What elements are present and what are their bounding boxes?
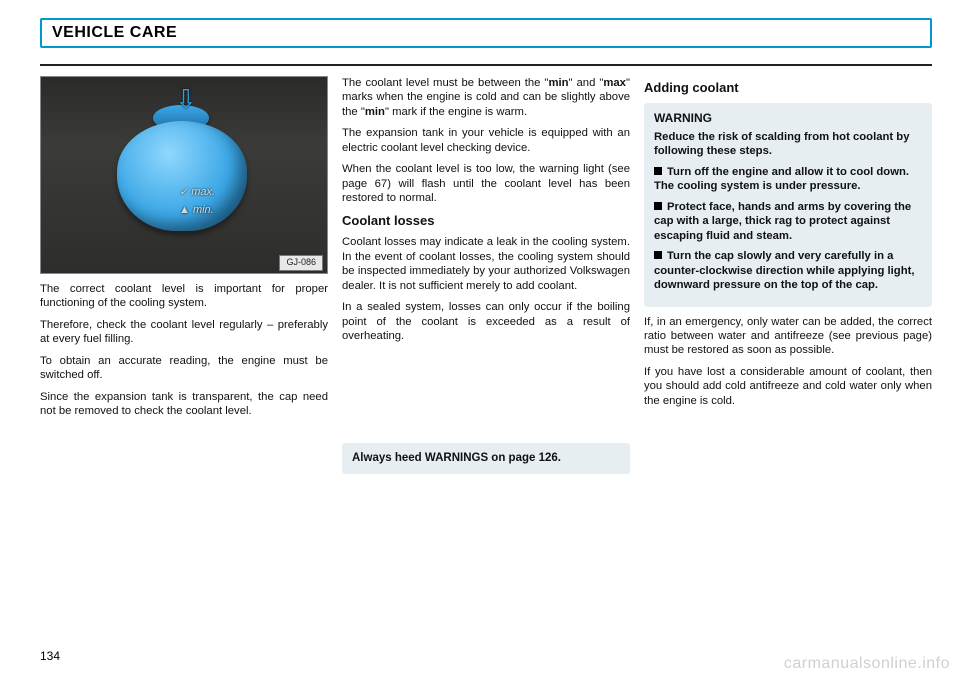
figure-code: GJ-086 <box>279 255 323 271</box>
warning-bullet: Protect face, hands and arms by covering… <box>654 200 922 243</box>
horizontal-rule <box>40 64 932 66</box>
body-text: The coolant level must be between the "m… <box>342 76 630 119</box>
subsection-heading: Coolant losses <box>342 213 630 230</box>
max-mark-label: ✓ max. <box>179 185 215 199</box>
warning-title: WARNING <box>654 111 922 126</box>
body-text: Since the expansion tank is transparent,… <box>40 390 328 419</box>
body-text: When the coolant level is too low, the w… <box>342 162 630 205</box>
page-number: 134 <box>40 649 60 663</box>
content-columns: ⇩ ✓ max. ▲ min. GJ-086 The correct coola… <box>40 76 932 474</box>
section-header: VEHICLE CARE <box>40 18 932 48</box>
warning-bullet: Turn off the engine and allow it to cool… <box>654 165 922 194</box>
warning-lead: Reduce the risk of scalding from hot coo… <box>654 130 922 159</box>
body-text: To obtain an accurate reading, the engin… <box>40 354 328 383</box>
square-bullet-icon <box>654 251 662 259</box>
body-text: If you have lost a considerable amount o… <box>644 365 932 408</box>
body-text: Therefore, check the coolant level regul… <box>40 318 328 347</box>
note-text: Always heed WARNINGS on page 126. <box>352 452 561 464</box>
warnings-reference-box: Always heed WARNINGS on page 126. <box>342 443 630 474</box>
column-left: ⇩ ✓ max. ▲ min. GJ-086 The correct coola… <box>40 76 328 474</box>
watermark: carmanualsonline.info <box>784 655 950 673</box>
square-bullet-icon <box>654 202 662 210</box>
body-text: If, in an emergency, only water can be a… <box>644 315 932 358</box>
arrow-down-icon: ⇩ <box>175 83 197 116</box>
body-text: In a sealed system, losses can only occu… <box>342 300 630 343</box>
section-title: VEHICLE CARE <box>52 24 920 42</box>
warning-callout: WARNING Reduce the risk of scalding from… <box>644 103 932 307</box>
coolant-tank-figure: ⇩ ✓ max. ▲ min. GJ-086 <box>40 76 328 274</box>
subsection-heading: Adding coolant <box>644 80 932 97</box>
min-mark-label: ▲ min. <box>179 203 214 217</box>
square-bullet-icon <box>654 167 662 175</box>
column-right: Adding coolant WARNING Reduce the risk o… <box>644 76 932 474</box>
body-text: Coolant losses may indicate a leak in th… <box>342 235 630 293</box>
warning-bullet: Turn the cap slowly and very carefully i… <box>654 249 922 292</box>
body-text: The expansion tank in your vehicle is eq… <box>342 126 630 155</box>
body-text: The correct coolant level is important f… <box>40 282 328 311</box>
column-middle: The coolant level must be between the "m… <box>342 76 630 474</box>
